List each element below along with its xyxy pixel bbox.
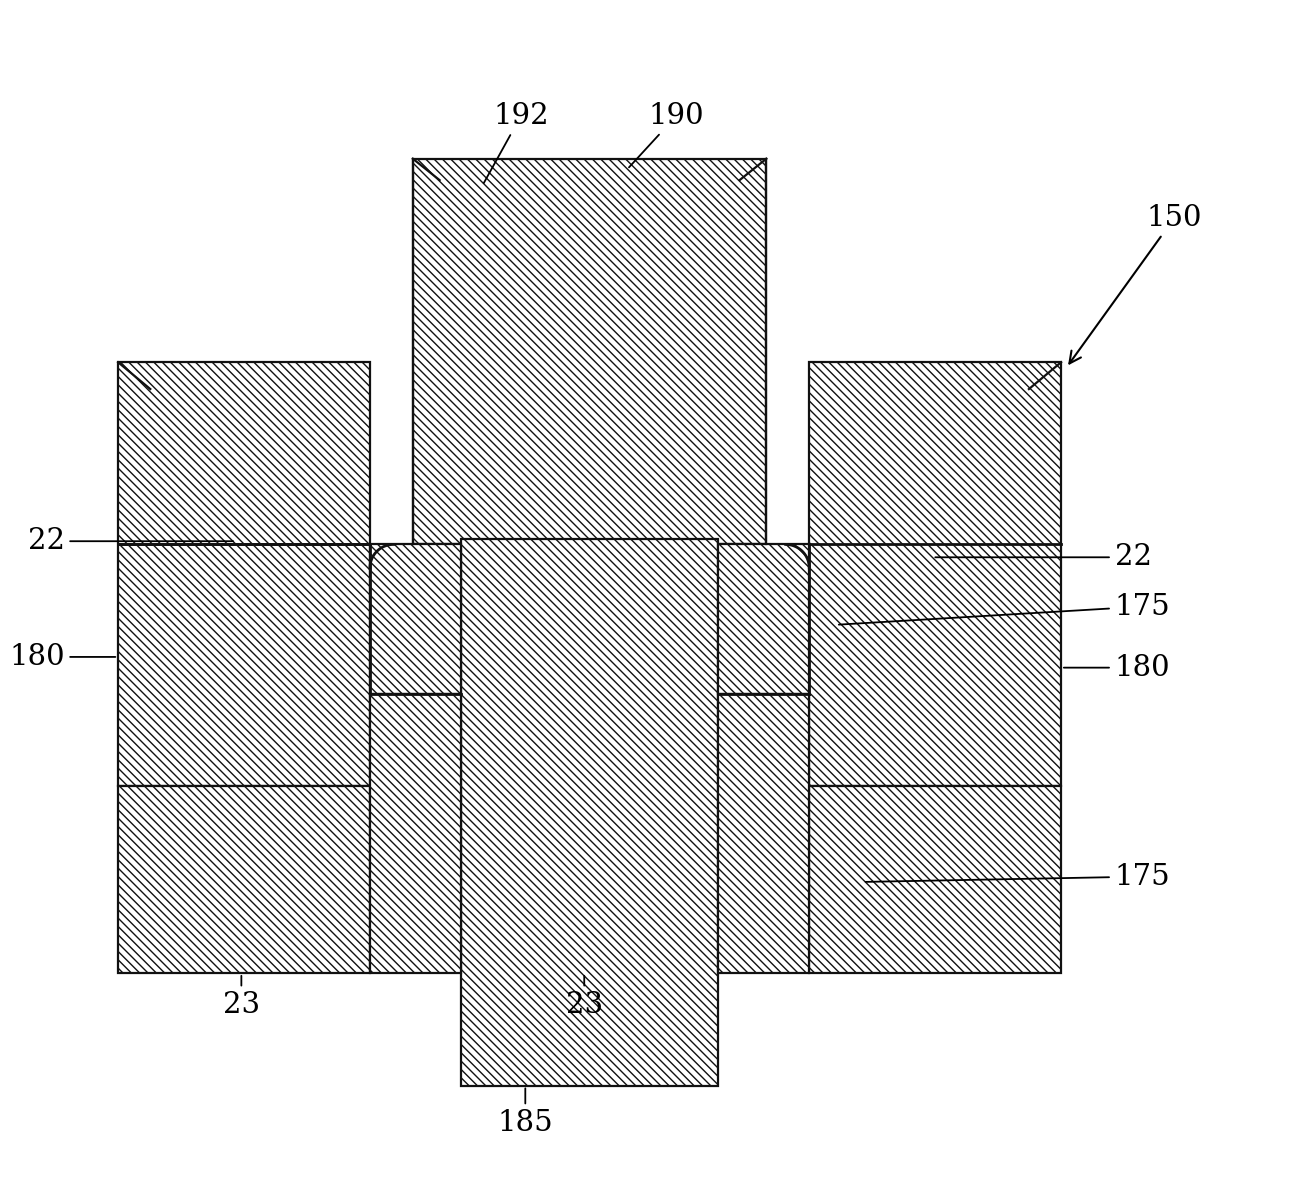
Text: 22: 22	[27, 527, 233, 555]
Bar	[118, 786, 370, 974]
Text: 175: 175	[839, 592, 1170, 624]
Bar	[718, 695, 809, 974]
Text: 175: 175	[865, 862, 1170, 891]
Text: 180: 180	[1064, 654, 1170, 682]
Text: 22: 22	[935, 543, 1152, 572]
Text: 192: 192	[484, 102, 548, 183]
Text: 185: 185	[498, 1088, 553, 1137]
Text: 190: 190	[628, 102, 705, 167]
Bar	[118, 362, 370, 786]
Text: 23: 23	[565, 976, 603, 1019]
Bar	[809, 786, 1062, 974]
Bar	[370, 544, 462, 695]
Bar	[718, 544, 809, 695]
Text: 23: 23	[222, 976, 260, 1019]
Bar	[412, 159, 767, 544]
Bar	[370, 695, 462, 974]
Text: 150: 150	[1069, 203, 1202, 364]
Bar	[462, 539, 718, 1086]
Bar	[809, 362, 1062, 786]
Text: 180: 180	[9, 643, 115, 671]
